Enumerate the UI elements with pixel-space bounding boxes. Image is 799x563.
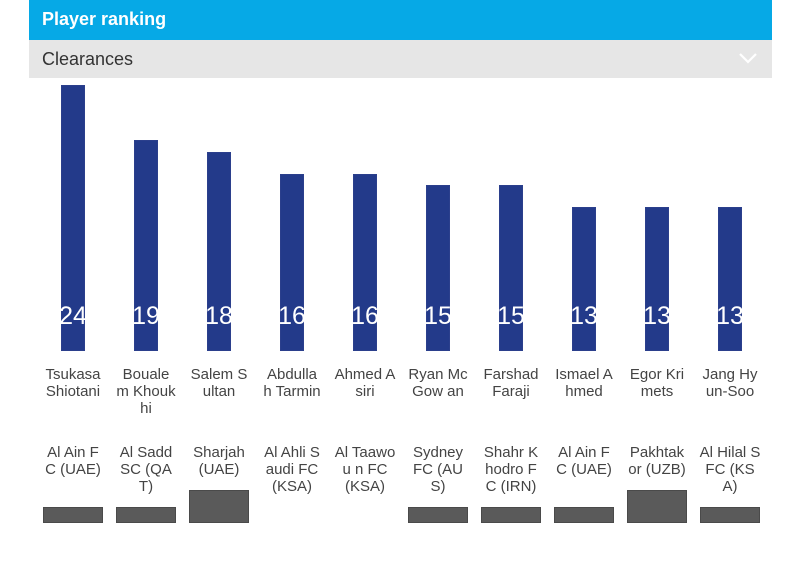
team-name: Sharjah (UAE) [193, 444, 245, 478]
team-flag [700, 507, 760, 523]
player-name: Farshad Faraji [483, 366, 539, 400]
player-name: Ryan McGow an [408, 366, 468, 400]
team-flag [43, 507, 103, 523]
player-name: Abdulla h Tarmin [263, 366, 321, 400]
bar[interactable] [353, 173, 377, 351]
bar-column: 19 Bouale m Khoukhi Al Sadd SC (QAT) [115, 0, 188, 563]
bar-value-label: 15 [497, 302, 525, 330]
team-flag [408, 507, 468, 523]
bar-column: 16 Ahmed Asiri Al Taawou n FC (KSA) [334, 0, 407, 563]
player-name: Bouale m Khoukhi [116, 366, 176, 417]
player-name: Ismael Ahmed [555, 366, 613, 400]
bar-value-label: 19 [132, 302, 160, 330]
bar-value-label: 16 [278, 302, 306, 330]
bar[interactable] [207, 151, 231, 351]
team-flag [554, 507, 614, 523]
bar[interactable] [280, 173, 304, 351]
team-name: Al Taawou n FC (KSA) [334, 444, 396, 495]
bar-column: 16 Abdulla h Tarmin Al Ahli Saudi FC (KSA) [261, 0, 334, 563]
team-name: Al Sadd SC (QAT) [119, 444, 173, 495]
bar[interactable] [61, 85, 85, 351]
player-name: Ahmed Asiri [334, 366, 396, 400]
bar-column: 15 Farshad Faraji Shahr Khodro FC (IRN) [480, 0, 553, 563]
team-flag [116, 507, 176, 523]
team-flag [627, 490, 687, 523]
bar-value-label: 13 [716, 302, 744, 330]
team-name: Sydney FC (AUS) [412, 444, 464, 495]
bar-value-label: 15 [424, 302, 452, 330]
player-name: Egor Krimets [629, 366, 685, 400]
team-name: Al Ain FC (UAE) [556, 444, 612, 478]
chevron-down-icon[interactable] [738, 51, 758, 65]
bar-value-label: 18 [205, 302, 233, 330]
bar-column: 13 Ismael Ahmed Al Ain FC (UAE) [553, 0, 626, 563]
bar-column: 13 Jang Hyun-Soo Al Hilal SFC (KSA) [699, 0, 772, 563]
bar-column: 15 Ryan McGow an Sydney FC (AUS) [407, 0, 480, 563]
team-name: Al Hilal SFC (KSA) [699, 444, 761, 495]
stat-dropdown[interactable]: Clearances [29, 40, 772, 78]
bar-value-label: 16 [351, 302, 379, 330]
team-name: Shahr Khodro FC (IRN) [483, 444, 539, 495]
player-name: Jang Hyun-Soo [702, 366, 758, 400]
bar[interactable] [645, 206, 669, 351]
player-name: Tsukasa Shiotani [45, 366, 101, 400]
team-flag [189, 490, 249, 523]
bar-column: 18 Salem Sultan Sharjah (UAE) [188, 0, 261, 563]
team-name: Pakhtak or (UZB) [628, 444, 686, 478]
player-name: Salem Sultan [190, 366, 248, 400]
page-title: Player ranking [42, 9, 167, 29]
bar-value-label: 13 [570, 302, 598, 330]
team-name: Al Ain FC (UAE) [45, 444, 101, 478]
bar-value-label: 13 [643, 302, 671, 330]
bar[interactable] [426, 184, 450, 351]
bar[interactable] [718, 206, 742, 351]
team-flag [481, 507, 541, 523]
team-name: Al Ahli Saudi FC (KSA) [264, 444, 320, 495]
bar-value-label: 24 [59, 302, 87, 330]
bar[interactable] [499, 184, 523, 351]
bar[interactable] [572, 206, 596, 351]
bar[interactable] [134, 140, 158, 351]
bar-column: 13 Egor Krimets Pakhtak or (UZB) [626, 0, 699, 563]
stat-dropdown-label: Clearances [42, 49, 134, 69]
header-bar: Player ranking [29, 0, 772, 40]
bar-column: 24 Tsukasa Shiotani Al Ain FC (UAE) [42, 0, 115, 563]
